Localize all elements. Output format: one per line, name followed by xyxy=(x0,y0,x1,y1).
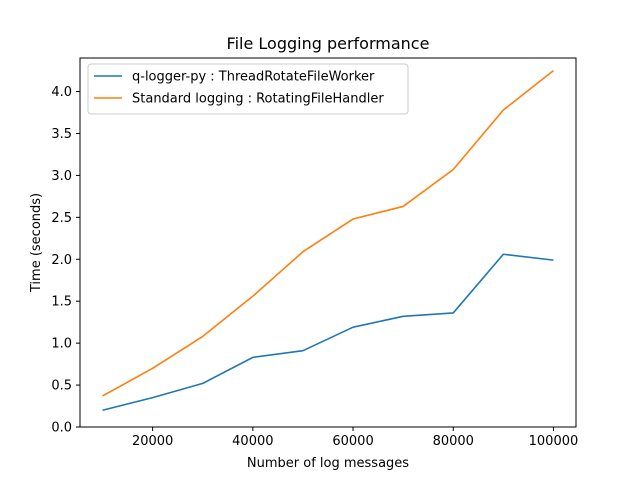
y-tick-label: 0.0 xyxy=(51,421,72,436)
legend-box xyxy=(87,63,409,115)
x-tick-label: 20000 xyxy=(132,434,173,449)
y-tick-label: 0.5 xyxy=(51,379,72,394)
y-tick-label: 2.5 xyxy=(51,211,72,226)
x-axis-label: Number of log messages xyxy=(247,456,409,471)
y-tick-label: 1.0 xyxy=(51,337,72,352)
x-tick-label: 60000 xyxy=(332,434,373,449)
legend-label-1: q-logger-py : ThreadRotateFileWorker xyxy=(132,70,375,85)
series-line-1 xyxy=(102,253,554,412)
y-tick-label: 4.0 xyxy=(51,85,72,100)
legend-label-2: Standard logging : RotatingFileHandler xyxy=(132,92,384,107)
plot-frame xyxy=(79,57,577,428)
x-tick-label: 100000 xyxy=(529,434,579,449)
y-tick-label: 3.5 xyxy=(51,127,72,142)
y-axis: 0.0 0.5 1.0 1.5 2.0 2.5 3.0 3.5 4.0 xyxy=(51,85,80,436)
x-axis: 20000 40000 60000 80000 100000 xyxy=(132,427,578,449)
x-tick-label: 40000 xyxy=(232,434,273,449)
y-axis-label: Time (seconds) xyxy=(29,193,44,293)
legend: q-logger-py : ThreadRotateFileWorker Stan… xyxy=(87,63,409,115)
series-line-2 xyxy=(102,69,554,397)
chart-title: File Logging performance xyxy=(227,34,430,53)
y-tick-label: 1.5 xyxy=(51,295,72,310)
series-layer xyxy=(102,69,554,412)
y-tick-label: 3.0 xyxy=(51,169,72,184)
x-tick-label: 80000 xyxy=(433,434,474,449)
y-tick-label: 2.0 xyxy=(51,253,72,268)
